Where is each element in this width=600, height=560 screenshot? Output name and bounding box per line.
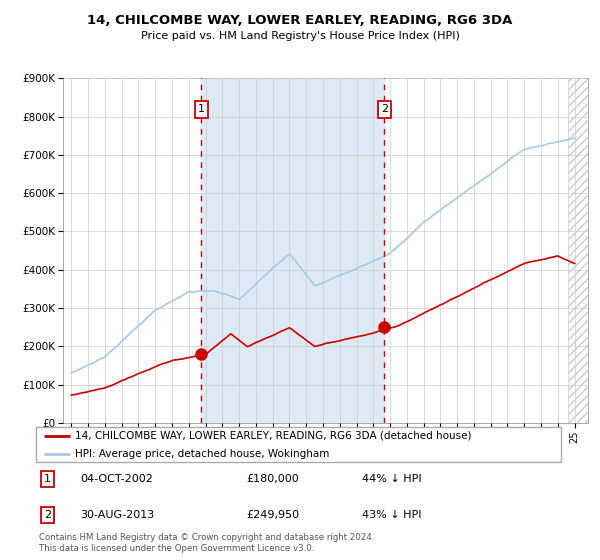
Text: £180,000: £180,000 <box>246 474 299 484</box>
Text: 43% ↓ HPI: 43% ↓ HPI <box>361 510 421 520</box>
Text: Contains HM Land Registry data © Crown copyright and database right 2024.
This d: Contains HM Land Registry data © Crown c… <box>39 533 374 553</box>
Text: 2: 2 <box>44 510 51 520</box>
FancyBboxPatch shape <box>36 427 561 462</box>
Bar <box>202 78 385 423</box>
Text: 14, CHILCOMBE WAY, LOWER EARLEY, READING, RG6 3DA (detached house): 14, CHILCOMBE WAY, LOWER EARLEY, READING… <box>76 431 472 441</box>
Text: 44% ↓ HPI: 44% ↓ HPI <box>361 474 421 484</box>
Text: 1: 1 <box>44 474 51 484</box>
Text: 14, CHILCOMBE WAY, LOWER EARLEY, READING, RG6 3DA: 14, CHILCOMBE WAY, LOWER EARLEY, READING… <box>88 14 512 27</box>
Text: 30-AUG-2013: 30-AUG-2013 <box>80 510 155 520</box>
Text: 04-OCT-2002: 04-OCT-2002 <box>80 474 154 484</box>
Text: HPI: Average price, detached house, Wokingham: HPI: Average price, detached house, Woki… <box>76 449 330 459</box>
Text: Price paid vs. HM Land Registry's House Price Index (HPI): Price paid vs. HM Land Registry's House … <box>140 31 460 41</box>
Text: 1: 1 <box>198 104 205 114</box>
Bar <box>568 78 588 423</box>
Text: £249,950: £249,950 <box>246 510 299 520</box>
Text: 2: 2 <box>381 104 388 114</box>
